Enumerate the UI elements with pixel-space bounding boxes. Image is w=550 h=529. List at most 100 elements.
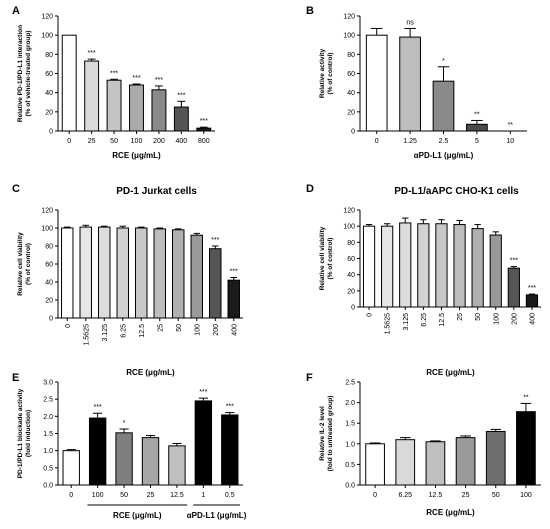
panel-letter: C bbox=[12, 183, 20, 195]
bar bbox=[381, 225, 394, 308]
x-tick-label: 100 bbox=[520, 492, 532, 499]
y-tick-label: 80 bbox=[347, 240, 355, 247]
x-tick-label: 1 bbox=[201, 492, 205, 499]
y-tick-label: 1.5 bbox=[43, 431, 53, 438]
y-tick-label: 2.5 bbox=[345, 380, 355, 387]
y-axis-label-line: Relative PD-1/PD-L1 interaction bbox=[17, 25, 24, 122]
y-axis-label: Relative PD-1/PD-L1 interaction(% of veh… bbox=[17, 25, 32, 122]
chart-title: PD-L1/aAPC CHO-K1 cells bbox=[394, 186, 519, 197]
y-tick-label: 20 bbox=[45, 298, 53, 305]
bar bbox=[115, 432, 133, 486]
y-tick-label: 120 bbox=[343, 14, 355, 21]
x-tick-label: 12.5 bbox=[439, 313, 446, 327]
x-tick-label: 0 bbox=[375, 138, 379, 145]
bar bbox=[417, 223, 430, 308]
x-axis-label: αPD-L1 (μg/mL) bbox=[414, 151, 474, 160]
bar bbox=[172, 229, 185, 319]
significance-label: *** bbox=[199, 389, 207, 396]
panel-e: E 0.0 0.5 1.0 1.5 2.0 2.5 3.0 PD-1/PD-L1 blockad… bbox=[12, 372, 247, 520]
y-axis-label-line: (fold to untreated group) bbox=[327, 396, 334, 472]
y-tick-label: 100 bbox=[343, 33, 355, 40]
bar bbox=[196, 127, 212, 132]
panel-letter: B bbox=[306, 5, 314, 17]
group-label: αPD-L1 (μg/mL) bbox=[187, 511, 247, 520]
significance-label: *** bbox=[211, 237, 219, 244]
x-tick-label: 0 bbox=[373, 492, 377, 499]
panel-d: D PD-L1/aAPC CHO-K1 cells 0 20 40 60 80 100 120 R… bbox=[306, 183, 541, 377]
significance-label: ** bbox=[508, 122, 514, 129]
bar bbox=[365, 443, 385, 486]
x-tick-label: 100 bbox=[493, 313, 500, 325]
panel-f: F 0.0 0.5 1.0 1.5 2.0 2.5 Relative IL-2 level(f… bbox=[306, 372, 541, 517]
y-tick-label: 20 bbox=[45, 109, 53, 116]
bar bbox=[153, 228, 166, 319]
x-tick-label: 50 bbox=[492, 492, 500, 499]
x-tick-label: 6.25 bbox=[120, 324, 127, 338]
x-tick-label: 12.5 bbox=[170, 492, 184, 499]
y-tick-label: 120 bbox=[41, 14, 53, 21]
bar bbox=[227, 279, 240, 319]
y-tick-label: 80 bbox=[45, 244, 53, 251]
y-tick-label: 40 bbox=[45, 280, 53, 287]
y-tick-label: 0 bbox=[49, 129, 53, 136]
x-tick-label: 0 bbox=[367, 313, 374, 317]
y-tick-label: 1.5 bbox=[345, 421, 355, 428]
x-tick-label: 100 bbox=[131, 138, 143, 145]
y-axis-label-line: Relative cell viability bbox=[319, 226, 326, 290]
significance-label: ** bbox=[474, 111, 480, 118]
y-tick-label: 0 bbox=[49, 316, 53, 323]
bar bbox=[79, 226, 92, 319]
y-tick-label: 1.0 bbox=[345, 441, 355, 448]
significance-label: *** bbox=[132, 75, 140, 82]
bar bbox=[507, 267, 520, 308]
x-tick-label: 6.25 bbox=[421, 313, 428, 327]
y-tick-label: 60 bbox=[45, 71, 53, 78]
x-tick-label: 25 bbox=[462, 492, 470, 499]
bar bbox=[129, 84, 144, 132]
bar bbox=[525, 294, 539, 308]
y-axis-label: Relative cell viability(% of control) bbox=[17, 232, 32, 296]
y-tick-label: 120 bbox=[343, 208, 355, 215]
significance-label: *** bbox=[510, 258, 518, 265]
y-axis-label-line: (fold induction) bbox=[25, 410, 32, 457]
x-tick-label: 200 bbox=[511, 313, 518, 325]
significance-label: ns bbox=[406, 19, 414, 26]
x-axis-label: RCE (μg/mL) bbox=[426, 368, 475, 377]
bar bbox=[151, 89, 167, 132]
x-tick-label: 50 bbox=[176, 324, 183, 332]
bar bbox=[190, 234, 203, 319]
x-tick-label: 12.5 bbox=[139, 324, 146, 338]
y-tick-label: 0.0 bbox=[43, 483, 53, 490]
bar bbox=[471, 228, 484, 308]
bar bbox=[516, 411, 536, 486]
bar bbox=[395, 439, 416, 486]
panel-letter: A bbox=[12, 5, 20, 17]
y-axis-label-line: (% of control) bbox=[25, 243, 32, 285]
bar bbox=[365, 34, 388, 132]
y-axis-label-line: (% of control) bbox=[327, 238, 334, 280]
bar bbox=[106, 79, 122, 132]
x-tick-label: 1.25 bbox=[403, 138, 417, 145]
bar bbox=[88, 417, 107, 486]
bar bbox=[116, 227, 129, 319]
bar bbox=[453, 224, 466, 308]
y-tick-label: 80 bbox=[347, 52, 355, 59]
x-tick-label: 100 bbox=[92, 492, 104, 499]
x-tick-label: 50 bbox=[110, 138, 118, 145]
x-tick-label: 25 bbox=[147, 492, 155, 499]
bar bbox=[209, 248, 222, 319]
significance-label: *** bbox=[94, 404, 102, 411]
panel-c: C PD-1 Jurkat cells 0 20 40 60 80 100 120 Relativ… bbox=[12, 183, 243, 377]
y-tick-label: 2.0 bbox=[345, 400, 355, 407]
panel-letter: F bbox=[306, 372, 313, 384]
y-axis-label-line: PD-1/PD-L1 blockade activity bbox=[17, 388, 24, 478]
y-axis-label: Relative activity(% of control) bbox=[319, 49, 334, 99]
x-axis-label: RCE (μg/mL) bbox=[126, 368, 175, 377]
y-axis-label-line: (% of vehicle-treated group) bbox=[25, 31, 32, 117]
x-tick-label: 50 bbox=[475, 313, 482, 321]
x-tick-label: 0 bbox=[67, 138, 71, 145]
y-tick-label: 3.0 bbox=[43, 380, 53, 387]
y-tick-label: 0.5 bbox=[345, 462, 355, 469]
x-tick-label: 1.5625 bbox=[83, 324, 90, 346]
